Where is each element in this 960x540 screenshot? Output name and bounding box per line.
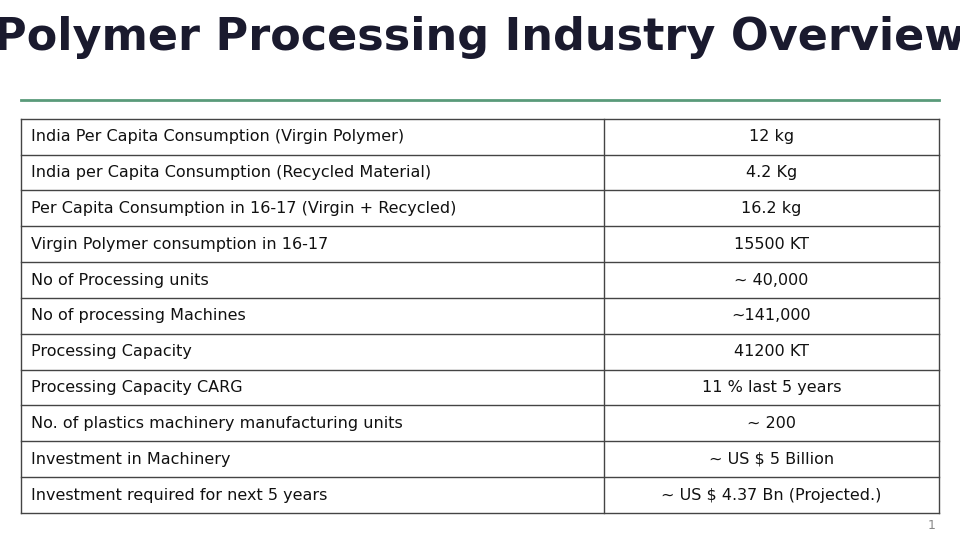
Text: Virgin Polymer consumption in 16-17: Virgin Polymer consumption in 16-17: [31, 237, 328, 252]
Text: Investment in Machinery: Investment in Machinery: [31, 452, 230, 467]
FancyBboxPatch shape: [604, 441, 939, 477]
Text: No. of plastics machinery manufacturing units: No. of plastics machinery manufacturing …: [31, 416, 402, 431]
FancyBboxPatch shape: [21, 477, 604, 513]
FancyBboxPatch shape: [21, 406, 604, 441]
FancyBboxPatch shape: [604, 334, 939, 370]
FancyBboxPatch shape: [21, 226, 604, 262]
Text: 4.2 Kg: 4.2 Kg: [746, 165, 797, 180]
Text: ~ 40,000: ~ 40,000: [734, 273, 808, 288]
Text: No of processing Machines: No of processing Machines: [31, 308, 246, 323]
FancyBboxPatch shape: [604, 119, 939, 154]
FancyBboxPatch shape: [604, 226, 939, 262]
FancyBboxPatch shape: [21, 154, 604, 191]
Text: 15500 KT: 15500 KT: [733, 237, 809, 252]
Text: ~141,000: ~141,000: [732, 308, 811, 323]
FancyBboxPatch shape: [604, 477, 939, 513]
Text: India Per Capita Consumption (Virgin Polymer): India Per Capita Consumption (Virgin Pol…: [31, 129, 404, 144]
Text: No of Processing units: No of Processing units: [31, 273, 208, 288]
Text: 12 kg: 12 kg: [749, 129, 794, 144]
Text: Investment required for next 5 years: Investment required for next 5 years: [31, 488, 327, 503]
Text: ~ US $ 5 Billion: ~ US $ 5 Billion: [708, 452, 834, 467]
Text: Processing Capacity: Processing Capacity: [31, 344, 192, 359]
FancyBboxPatch shape: [604, 191, 939, 226]
Text: 16.2 kg: 16.2 kg: [741, 201, 802, 216]
FancyBboxPatch shape: [21, 334, 604, 370]
FancyBboxPatch shape: [604, 406, 939, 441]
Text: 1: 1: [928, 519, 936, 532]
Text: 41200 KT: 41200 KT: [733, 344, 809, 359]
FancyBboxPatch shape: [604, 262, 939, 298]
Text: 11 % last 5 years: 11 % last 5 years: [702, 380, 841, 395]
Text: Polymer Processing Industry Overview: Polymer Processing Industry Overview: [0, 16, 960, 59]
FancyBboxPatch shape: [21, 119, 604, 154]
FancyBboxPatch shape: [21, 370, 604, 406]
FancyBboxPatch shape: [604, 154, 939, 191]
Text: Processing Capacity CARG: Processing Capacity CARG: [31, 380, 242, 395]
FancyBboxPatch shape: [21, 262, 604, 298]
Text: ~ 200: ~ 200: [747, 416, 796, 431]
FancyBboxPatch shape: [604, 370, 939, 406]
FancyBboxPatch shape: [21, 298, 604, 334]
FancyBboxPatch shape: [21, 441, 604, 477]
Text: ~ US $ 4.37 Bn (Projected.): ~ US $ 4.37 Bn (Projected.): [661, 488, 881, 503]
Text: Per Capita Consumption in 16-17 (Virgin + Recycled): Per Capita Consumption in 16-17 (Virgin …: [31, 201, 456, 216]
FancyBboxPatch shape: [604, 298, 939, 334]
Text: India per Capita Consumption (Recycled Material): India per Capita Consumption (Recycled M…: [31, 165, 431, 180]
FancyBboxPatch shape: [21, 191, 604, 226]
